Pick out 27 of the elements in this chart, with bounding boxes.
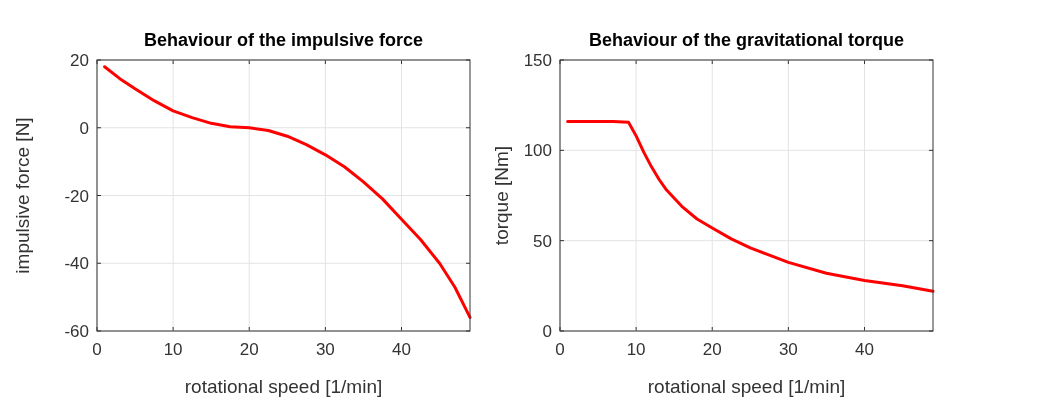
line-series: [103, 65, 472, 319]
y-tick-label: 0: [79, 118, 89, 138]
x-tick-label: 10: [626, 340, 646, 359]
y-axis-title: torque [Nm]: [491, 145, 512, 246]
y-tick-label: 100: [523, 141, 552, 161]
y-tick-label: 0: [542, 322, 552, 341]
x-axis-title: rotational speed [1/min]: [647, 376, 846, 397]
y-tick-label: 20: [70, 51, 89, 70]
chart-title: Behaviour of the gravitational torque: [588, 30, 905, 50]
y-axis-title: impulsive force [N]: [12, 117, 33, 274]
y-tick-label: -60: [64, 322, 89, 341]
y-tick-label: 150: [523, 51, 552, 70]
x-tick-label: 10: [163, 340, 183, 359]
x-tick-label: 30: [315, 340, 335, 359]
chart-title: Behaviour of the impulsive force: [143, 30, 424, 50]
y-tick-label: -20: [64, 186, 89, 206]
x-tick-label: 20: [239, 340, 259, 359]
y-tick-label: -40: [64, 254, 89, 274]
x-axis-title: rotational speed [1/min]: [184, 376, 383, 397]
x-tick-label: 0: [92, 340, 102, 359]
line-series: [566, 119, 935, 293]
x-tick-label: 0: [555, 340, 565, 359]
y-tick-label: 50: [533, 231, 552, 251]
x-tick-label: 40: [392, 340, 411, 359]
x-tick-label: 20: [702, 340, 722, 359]
x-tick-label: 30: [778, 340, 798, 359]
x-tick-label: 40: [855, 340, 874, 359]
